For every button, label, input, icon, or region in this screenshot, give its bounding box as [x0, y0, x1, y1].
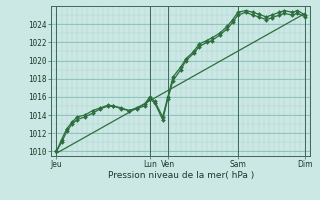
X-axis label: Pression niveau de la mer( hPa ): Pression niveau de la mer( hPa ): [108, 171, 254, 180]
